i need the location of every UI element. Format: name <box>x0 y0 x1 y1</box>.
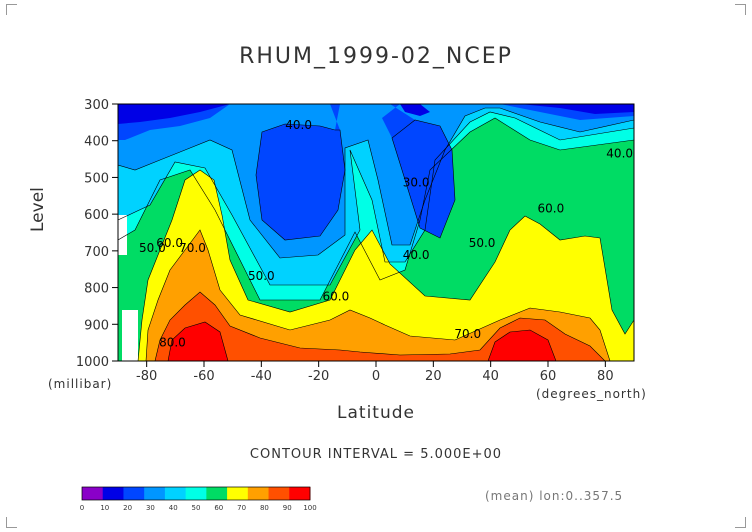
contour-lines <box>118 107 634 361</box>
contour-line <box>154 291 606 361</box>
contour-label: 40.0 <box>403 248 430 262</box>
contour-label: 40.0 <box>606 147 633 161</box>
contour-label: 80.0 <box>159 335 186 349</box>
axes: -80 -60 -40 -20 0 20 40 60 80 300 400 500 600 700 800 9… <box>76 98 614 384</box>
y-tick-label: 800 <box>84 282 109 297</box>
colorbar-label: 70 <box>237 504 246 512</box>
fill-10-20 <box>118 104 634 124</box>
colorbar-label: 60 <box>214 504 223 512</box>
colorbar-swatch <box>185 487 207 500</box>
y-axis-unit: (millibar) <box>48 377 113 391</box>
colorbar-swatch <box>164 487 187 500</box>
x-tick-label: 60 <box>540 369 557 384</box>
y-axis-label: Level <box>28 187 48 232</box>
fill-80-90 <box>155 292 605 361</box>
contour-label: 30.0 <box>403 176 430 190</box>
x-tick-label: 0 <box>372 369 380 384</box>
colorbar-label: 100 <box>303 504 316 512</box>
contour-label: 50.0 <box>248 269 275 283</box>
x-tick-label: 20 <box>425 369 442 384</box>
crop-mark <box>735 4 746 15</box>
colorbar-label: 40 <box>169 504 178 512</box>
missing-data-1 <box>118 215 127 255</box>
contour-line <box>118 111 634 286</box>
colorbar-label: 0 <box>80 504 84 512</box>
contour-label: 60.0 <box>323 289 350 303</box>
contour-label: 70.0 <box>179 241 206 255</box>
x-axis-unit: (degrees_north) <box>536 387 647 401</box>
y-tick-label: 500 <box>84 171 109 186</box>
colorbar-swatch <box>82 487 104 500</box>
contour-line <box>487 329 557 361</box>
colorbar-swatch <box>144 487 166 500</box>
chart-title: RHUM_1999-02_NCEP <box>239 44 513 69</box>
contour-interval-text: CONTOUR INTERVAL = 5.000E+00 <box>249 447 503 462</box>
fill-90-100 <box>168 322 556 361</box>
y-tick-label: 400 <box>84 135 109 150</box>
colorbar-label: 30 <box>146 504 155 512</box>
x-tick-label: 40 <box>482 369 499 384</box>
colorbar-label: 90 <box>283 504 292 512</box>
x-tick-label: 80 <box>597 369 614 384</box>
colorbar-label: 80 <box>260 504 269 512</box>
x-tick-label: -80 <box>136 369 157 384</box>
x-tick-label: -20 <box>308 369 329 384</box>
fill-30-40 <box>118 104 634 258</box>
contour-fills: 40.040.030.040.050.060.050.060.070.050.0… <box>118 104 634 361</box>
y-tick-label: 600 <box>84 208 109 223</box>
y-tick-label: 1000 <box>76 355 109 370</box>
contour-label: 50.0 <box>139 241 166 255</box>
contour-label-group: 40.040.030.040.050.060.050.060.070.050.0… <box>139 118 633 349</box>
x-axis-label: Latitude <box>337 403 415 423</box>
x-tick-label: -60 <box>193 369 214 384</box>
colorbar-swatch <box>206 487 228 500</box>
missing-data-2 <box>122 310 138 361</box>
colorbar-label: 50 <box>192 504 201 512</box>
y-tick-label: 300 <box>84 98 109 113</box>
colorbar: 0 10 20 30 40 50 60 70 80 90 100 <box>80 486 317 512</box>
fill-60-70 <box>138 170 634 361</box>
contour-label: 60.0 <box>538 202 565 216</box>
fill-70-80 <box>146 230 610 361</box>
colorbar-label: 10 <box>100 504 109 512</box>
x-tick-label: -40 <box>251 369 272 384</box>
contour-label: 60.0 <box>156 236 183 250</box>
contour-line <box>255 123 346 241</box>
colorbar-label: 20 <box>123 504 132 512</box>
mean-range-text: (mean) lon:0..357.5 <box>485 489 624 503</box>
contour-line <box>167 321 229 361</box>
contour-line <box>145 229 611 361</box>
contour-line <box>391 119 456 239</box>
y-tick-label: 700 <box>84 245 109 260</box>
colorbar-swatch <box>123 487 145 500</box>
colorbar-swatch <box>227 487 249 500</box>
colorbar-swatch <box>247 487 270 500</box>
crop-mark <box>6 4 17 15</box>
colorbar-swatch <box>102 487 124 500</box>
colorbar-frame <box>81 486 311 501</box>
colorbar-swatch <box>289 487 311 500</box>
crop-mark <box>6 517 17 528</box>
contour-label: 50.0 <box>469 236 496 250</box>
contour-line <box>137 169 634 361</box>
contour-line <box>118 117 634 301</box>
contour-line <box>118 107 634 259</box>
contour-label: 70.0 <box>454 327 481 341</box>
colorbar-swatch <box>268 487 290 500</box>
y-tick-label: 900 <box>84 318 109 333</box>
contour-label: 40.0 <box>285 118 312 132</box>
crop-mark <box>735 517 746 528</box>
